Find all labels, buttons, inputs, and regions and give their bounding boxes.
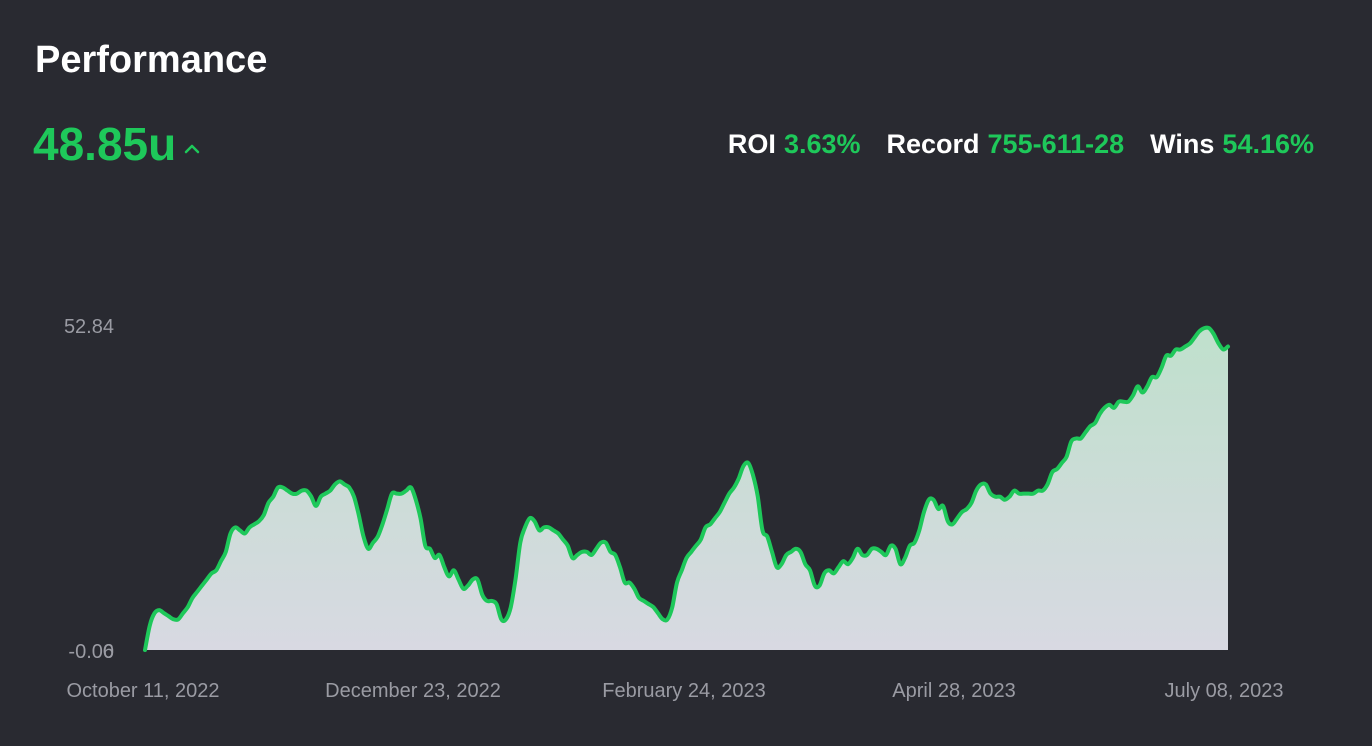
stat-wins-label: Wins: [1150, 129, 1215, 159]
x-tick-label: February 24, 2023: [602, 680, 765, 702]
stats-summary: ROI 3.63% Record 755-611-28 Wins 54.16%: [728, 128, 1314, 160]
stat-roi-value: 3.63%: [783, 129, 861, 159]
x-tick-label: April 28, 2023: [892, 680, 1015, 702]
series-area: [145, 327, 1228, 650]
x-tick-label: October 11, 2022: [66, 680, 219, 702]
stat-record: Record 755-611-28: [887, 128, 1125, 160]
stat-roi: ROI 3.63%: [728, 128, 861, 160]
total-units: 48.85u: [33, 116, 200, 172]
chevron-up-icon: [184, 141, 200, 154]
stat-record-label: Record: [886, 129, 980, 159]
page-title: Performance: [35, 39, 268, 81]
stat-wins-value: 54.16%: [1222, 129, 1314, 159]
stat-wins: Wins 54.16%: [1150, 128, 1314, 160]
x-tick-label: July 08, 2023: [1165, 680, 1284, 702]
series-line: [143, 325, 1230, 652]
x-tick-label: December 23, 2022: [325, 680, 501, 702]
total-units-value: 48.85u: [33, 118, 177, 170]
stat-roi-label: ROI: [727, 129, 776, 159]
y-tick-label-zero: 0: [103, 641, 114, 663]
stat-record-value: 755-611-28: [987, 129, 1125, 159]
y-tick-label-max: 52.84: [64, 316, 114, 338]
y-tick-label-min: -0.06: [68, 641, 114, 663]
